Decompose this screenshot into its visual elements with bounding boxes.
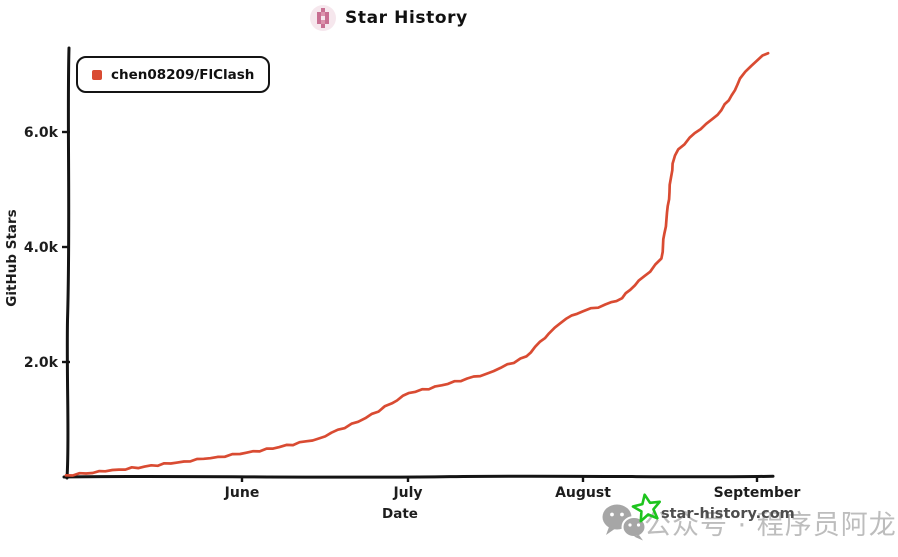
star-history-logo-icon (310, 5, 336, 31)
site-watermark-text: star-history.com (661, 506, 795, 522)
chart-legend: chen08209/FlClash (76, 56, 271, 93)
x-tick-label-june: June (224, 485, 260, 501)
legend-marker (92, 69, 102, 80)
x-axis-title: Date (382, 506, 418, 522)
y-tick-label-4k: 4.0k (24, 240, 59, 256)
y-tick-label-6k: 6.0k (24, 125, 59, 141)
series-line-flclash (64, 51, 770, 477)
green-star-icon (631, 493, 662, 523)
y-tick-label-2k: 2.0k (24, 355, 59, 371)
x-tick-label-september: September (714, 485, 801, 501)
legend-series-label: chen08209/FlClash (111, 66, 255, 83)
page-header: Star History (310, 5, 468, 31)
x-axis-line (62, 474, 775, 479)
x-tick-label-july: July (392, 485, 422, 501)
wechat-icon (602, 504, 647, 541)
y-axis-line (65, 46, 71, 480)
wechat-watermark-text: 公众号 · 程序员阿龙 (644, 510, 897, 541)
page-title: Star History (345, 8, 468, 28)
y-axis-title: GitHub Stars (4, 209, 20, 306)
x-tick-label-august: August (555, 485, 611, 501)
